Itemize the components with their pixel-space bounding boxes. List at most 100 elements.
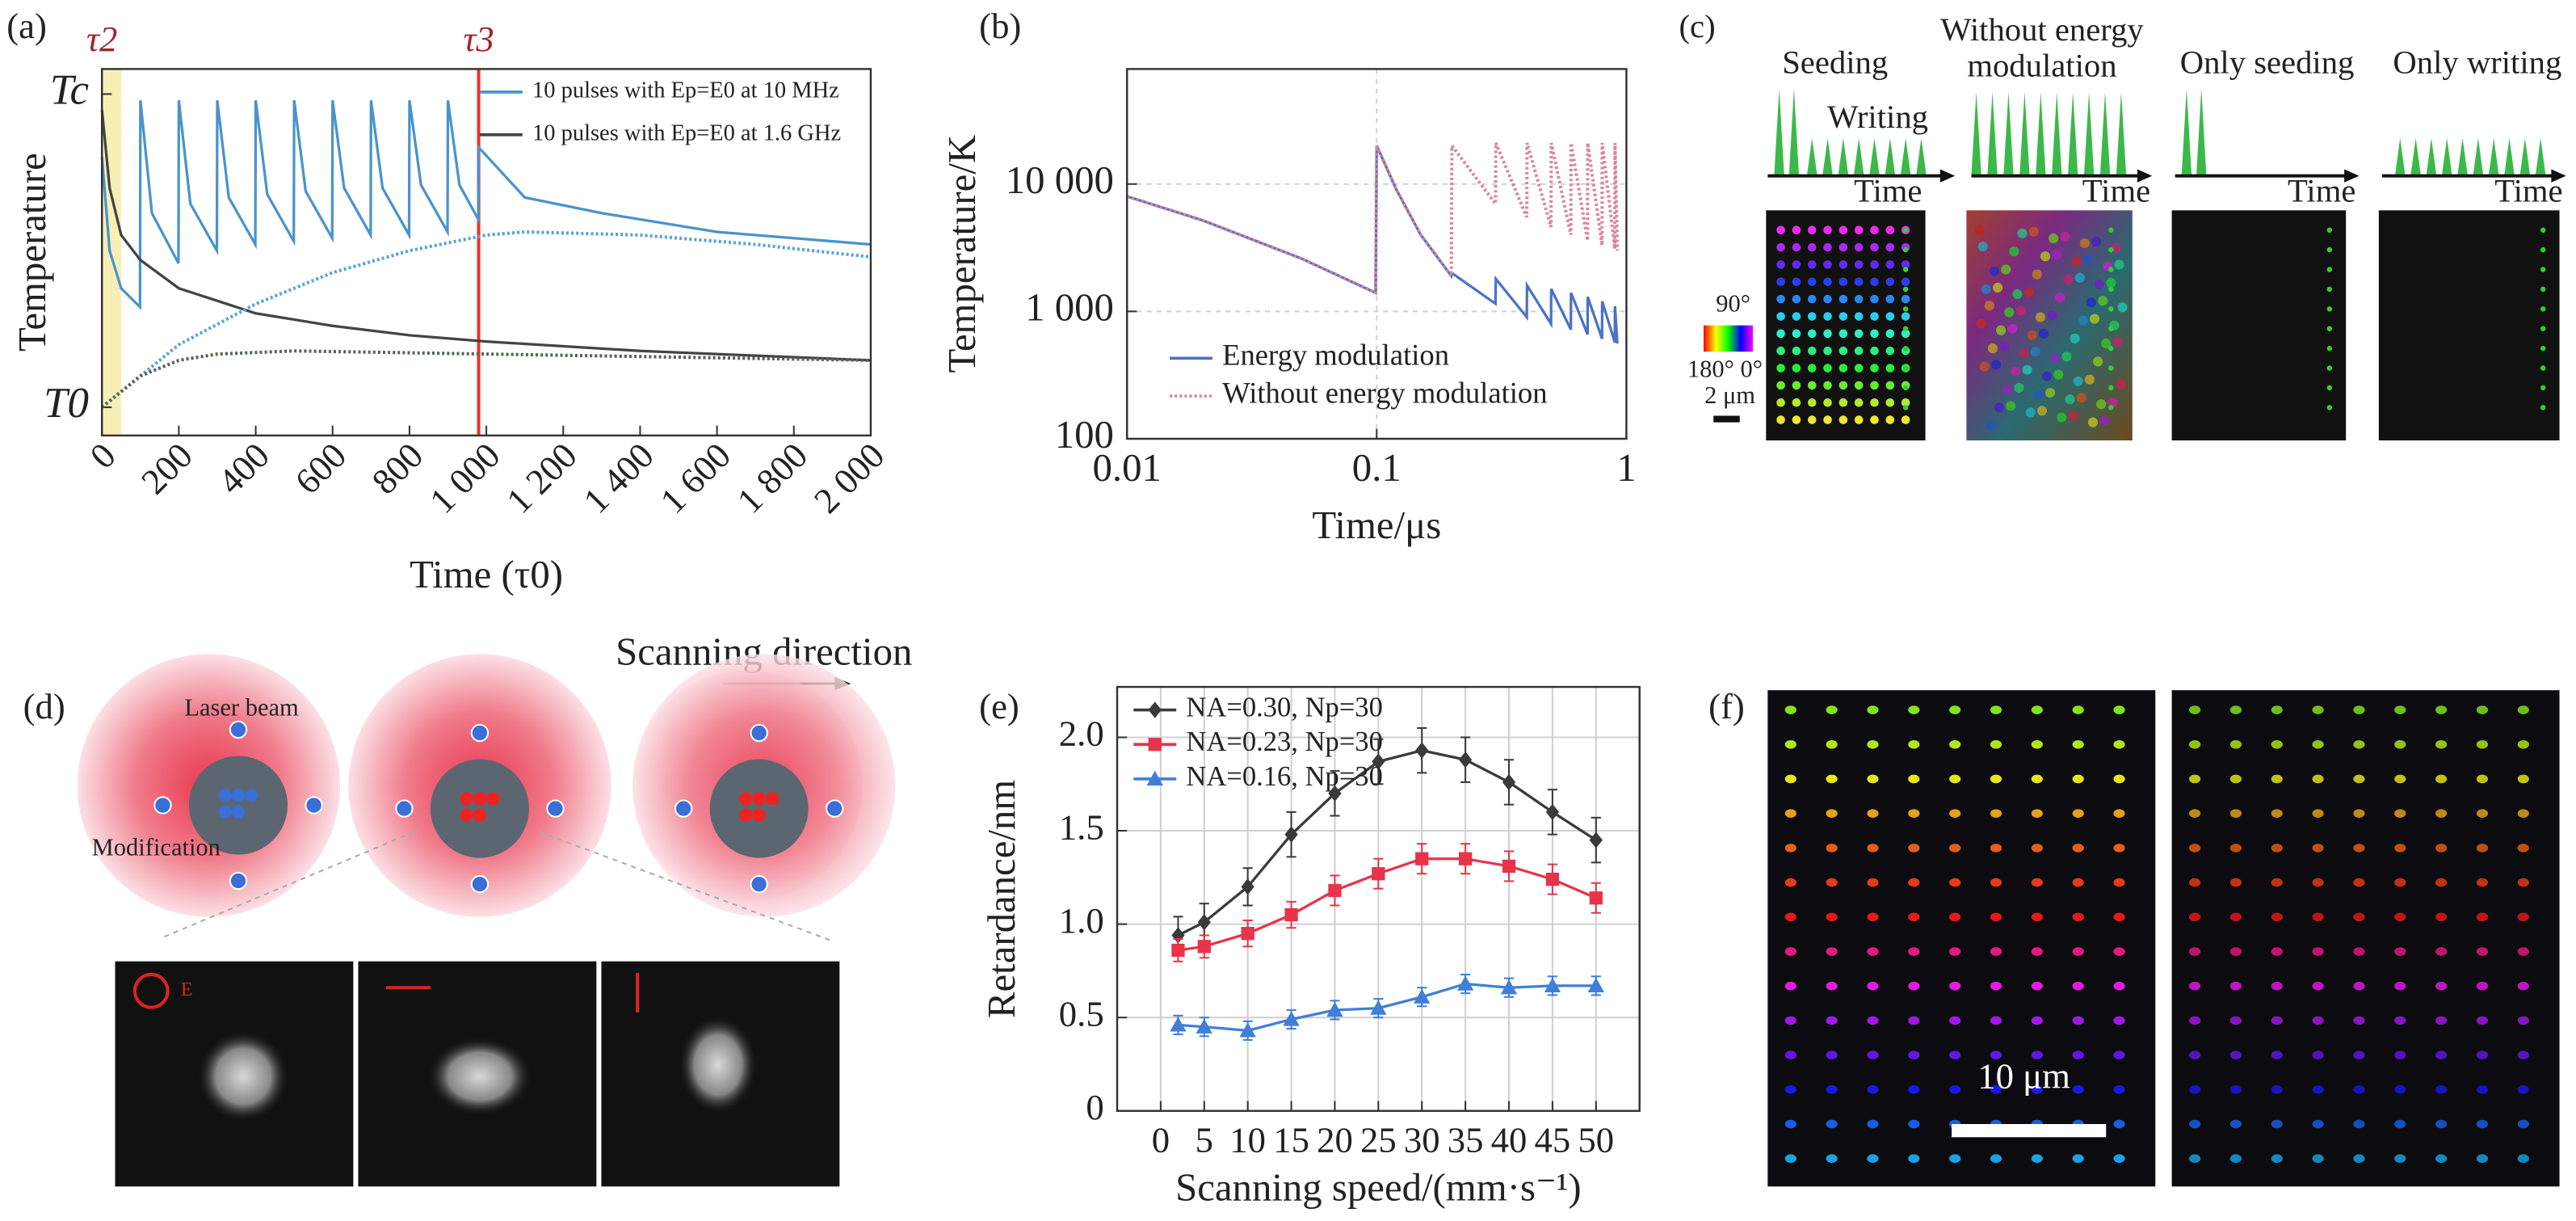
spot xyxy=(2007,323,2018,334)
spot xyxy=(1867,705,1879,714)
spot xyxy=(2326,405,2333,411)
spot xyxy=(2476,705,2489,714)
spot xyxy=(2188,774,2201,784)
spot xyxy=(2101,338,2112,349)
legend-label: NA=0.30, Np=30 xyxy=(1186,692,1382,722)
spot xyxy=(2353,774,2365,784)
charge xyxy=(229,871,248,890)
spot xyxy=(2517,912,2529,922)
spot xyxy=(1854,415,1864,424)
spot xyxy=(2540,246,2546,253)
spot xyxy=(2517,844,2529,853)
spot xyxy=(2019,348,2029,359)
marker xyxy=(1544,977,1561,993)
spot xyxy=(1990,1050,2002,1059)
spot xyxy=(2117,302,2128,313)
spot xyxy=(2312,1154,2324,1164)
spot xyxy=(2326,326,2333,331)
spot xyxy=(2229,912,2242,922)
spot xyxy=(1838,277,1848,287)
scale-label: 2 μm xyxy=(1704,381,1755,409)
spot xyxy=(1867,844,1879,853)
x-tick-label: 5 xyxy=(1196,1120,1213,1160)
spot xyxy=(2312,981,2324,991)
pulse-sketch xyxy=(1807,137,1817,175)
spot xyxy=(2517,739,2529,749)
spot xyxy=(1949,1154,1961,1164)
legend-label: NA=0.23, Np=30 xyxy=(1186,726,1382,757)
arrowhead xyxy=(1939,169,1956,183)
marker xyxy=(1372,867,1385,881)
y-tick-label: T0 xyxy=(44,380,89,427)
spot xyxy=(2033,389,2044,400)
spot xyxy=(1908,774,1920,784)
spot xyxy=(1784,809,1796,818)
marker xyxy=(1458,752,1473,768)
spot xyxy=(2476,844,2489,853)
spot xyxy=(1885,277,1895,287)
spot xyxy=(2271,774,2283,784)
spot xyxy=(1807,260,1817,269)
marker xyxy=(1283,1011,1300,1026)
spot xyxy=(1784,844,1796,853)
spot xyxy=(1776,277,1785,287)
spot xyxy=(2108,227,2114,233)
spot xyxy=(2326,246,2333,253)
marker xyxy=(1328,785,1342,802)
spot xyxy=(2312,1050,2324,1059)
header: Only seeding xyxy=(2180,44,2355,81)
pulse-sketch xyxy=(2196,88,2207,175)
marker xyxy=(1415,742,1429,759)
spot xyxy=(1949,739,1961,749)
spot xyxy=(2435,739,2448,749)
spot xyxy=(2394,1050,2406,1059)
spot xyxy=(1902,246,1909,253)
pulse-sketch xyxy=(2473,137,2483,175)
spot xyxy=(1867,1119,1879,1129)
spot xyxy=(2394,947,2406,956)
panel-label: (b) xyxy=(979,6,1021,46)
spot xyxy=(2188,1154,2201,1164)
spot xyxy=(2229,1085,2242,1094)
spot xyxy=(1776,398,1785,407)
spot xyxy=(1984,301,1994,311)
spot xyxy=(2353,844,2365,853)
panel-label: (e) xyxy=(979,686,1019,726)
spot xyxy=(1885,312,1895,321)
spot xyxy=(1784,912,1796,922)
spot xyxy=(1854,381,1864,390)
spot xyxy=(1784,1085,1796,1094)
spot xyxy=(1902,385,1909,391)
y-tick-label: 1 000 xyxy=(1025,286,1114,330)
spot xyxy=(2082,255,2093,265)
spot xyxy=(2068,411,2078,421)
spot xyxy=(1838,225,1848,234)
spot xyxy=(1826,774,1838,784)
spot xyxy=(1885,346,1895,356)
spot xyxy=(2188,809,2201,818)
pulse-sketch xyxy=(2099,91,2111,175)
spot xyxy=(2038,328,2049,339)
legend-label: Without energy modulation xyxy=(1222,377,1547,410)
angle-label: 90° xyxy=(1716,289,1750,317)
spot xyxy=(1792,381,1801,390)
spot xyxy=(2435,1085,2448,1094)
spot xyxy=(2476,774,2489,784)
ion xyxy=(739,792,753,806)
spot xyxy=(2229,947,2242,956)
spot xyxy=(1792,277,1801,287)
spot xyxy=(2113,912,2125,922)
spot xyxy=(2353,1119,2365,1129)
spot xyxy=(1854,364,1864,373)
x-tick-label: 1 xyxy=(1616,446,1636,490)
series-line xyxy=(100,109,872,362)
series-line xyxy=(1178,857,1597,952)
spot xyxy=(1776,260,1785,269)
spot xyxy=(1784,774,1796,784)
series-line xyxy=(1126,145,1619,344)
spot xyxy=(1823,225,1832,234)
spot xyxy=(2072,1050,2084,1059)
spot xyxy=(1908,705,1920,714)
spot xyxy=(1990,809,2002,818)
spot xyxy=(2271,739,2283,749)
